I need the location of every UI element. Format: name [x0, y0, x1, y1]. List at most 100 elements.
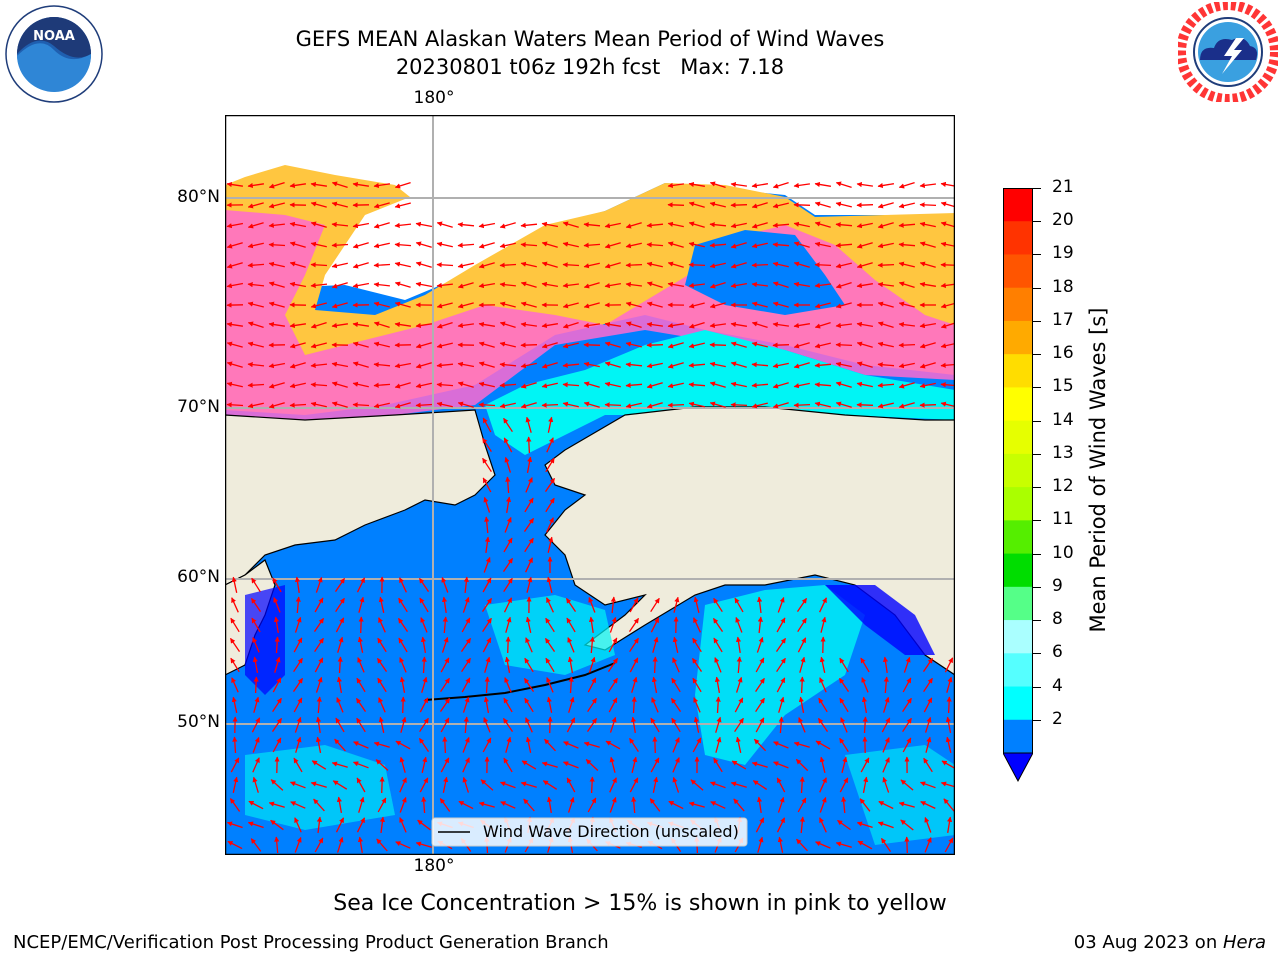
- wave-direction-arrow: [646, 222, 664, 228]
- wave-direction-arrow: [295, 596, 301, 614]
- wave-direction-arrow: [436, 221, 453, 228]
- wave-direction-arrow: [231, 696, 238, 713]
- wave-direction-arrow: [525, 477, 533, 493]
- wave-direction-arrow: [316, 816, 322, 833]
- wave-direction-arrow: [629, 737, 639, 752]
- wave-direction-arrow: [776, 677, 786, 693]
- wave-direction-arrow: [629, 637, 639, 653]
- wave-direction-arrow: [688, 181, 706, 188]
- wave-direction-arrow: [524, 537, 534, 553]
- wave-direction-arrow: [924, 716, 932, 733]
- wave-direction-arrow: [294, 576, 301, 593]
- wave-direction-arrow: [772, 402, 789, 409]
- wave-direction-arrow: [671, 717, 681, 733]
- wave-direction-arrow: [419, 697, 429, 713]
- wave-direction-arrow: [310, 781, 327, 788]
- wave-direction-arrow: [248, 800, 264, 810]
- wave-direction-arrow: [609, 716, 617, 733]
- wave-direction-arrow: [814, 181, 832, 188]
- wave-direction-arrow: [482, 417, 492, 433]
- wave-direction-arrow: [562, 321, 579, 329]
- wave-direction-arrow: [232, 776, 239, 793]
- wave-direction-arrow: [751, 202, 768, 209]
- wave-direction-arrow: [226, 381, 243, 388]
- wave-direction-arrow: [898, 281, 915, 289]
- wave-direction-arrow: [735, 676, 743, 693]
- wave-direction-arrow: [709, 201, 726, 208]
- colorbar-tick-label: 8: [1052, 609, 1063, 630]
- wave-direction-arrow: [394, 202, 411, 209]
- wave-direction-arrow: [395, 841, 411, 849]
- wave-direction-arrow: [482, 437, 492, 453]
- wave-direction-arrow: [436, 262, 454, 268]
- wave-direction-arrow: [814, 382, 832, 388]
- wave-direction-arrow: [819, 597, 827, 613]
- wave-direction-arrow: [793, 342, 810, 349]
- wave-direction-arrow: [839, 657, 849, 673]
- wave-direction-arrow: [793, 221, 810, 228]
- wave-direction-arrow: [709, 281, 726, 289]
- wave-direction-arrow: [882, 737, 890, 753]
- wave-direction-arrow: [310, 282, 328, 288]
- wave-direction-arrow: [331, 401, 348, 408]
- wave-direction-arrow: [751, 222, 768, 229]
- wave-direction-arrow: [398, 597, 408, 613]
- colorbar-tick-mark: [1033, 620, 1041, 622]
- wave-direction-arrow: [898, 181, 915, 189]
- wave-direction-arrow: [442, 776, 449, 793]
- wave-direction-arrow: [357, 636, 364, 653]
- wave-direction-arrow: [505, 496, 512, 514]
- colorbar-tick-label: 11: [1052, 509, 1074, 530]
- wave-direction-arrow: [352, 262, 369, 269]
- wave-direction-arrow: [819, 817, 827, 833]
- wave-direction-arrow: [625, 242, 642, 249]
- wave-direction-arrow: [646, 281, 663, 289]
- wave-direction-arrow: [856, 321, 874, 328]
- wave-direction-arrow: [274, 836, 280, 854]
- wave-direction-arrow: [583, 342, 601, 348]
- wave-direction-arrow: [373, 222, 390, 229]
- colorbar-tick-mark: [1033, 719, 1041, 721]
- wave-direction-arrow: [856, 282, 874, 289]
- wave-direction-arrow: [757, 836, 764, 853]
- wave-direction-arrow: [566, 777, 576, 793]
- wave-direction-arrow: [688, 342, 705, 349]
- wave-direction-arrow: [289, 382, 306, 389]
- wave-direction-arrow: [336, 836, 344, 853]
- wave-direction-arrow: [418, 737, 430, 752]
- wave-direction-arrow: [478, 282, 496, 289]
- wave-direction-arrow: [856, 202, 874, 208]
- wave-direction-arrow: [881, 717, 891, 733]
- wave-direction-arrow: [231, 677, 239, 693]
- wave-direction-arrow: [859, 798, 871, 812]
- wave-direction-arrow: [946, 816, 953, 834]
- wave-direction-arrow: [835, 361, 852, 368]
- wave-direction-arrow: [796, 838, 808, 852]
- wave-direction-arrow: [835, 201, 852, 208]
- colorbar-segment: [1003, 653, 1033, 688]
- wave-direction-arrow: [525, 637, 533, 653]
- wave-direction-arrow: [336, 697, 344, 713]
- wave-direction-arrow: [478, 801, 495, 808]
- wave-direction-arrow: [793, 202, 811, 208]
- wave-direction-arrow: [293, 657, 303, 673]
- wave-direction-arrow: [583, 361, 600, 368]
- wave-direction-arrow: [441, 596, 448, 613]
- wave-direction-arrow: [226, 262, 243, 269]
- wave-direction-arrow: [289, 281, 307, 288]
- wave-direction-arrow: [730, 321, 748, 328]
- bottom-lon-label: 180°: [413, 856, 455, 876]
- wave-direction-arrow: [394, 321, 411, 328]
- wave-direction-arrow: [502, 557, 514, 572]
- wave-direction-arrow: [730, 361, 747, 368]
- wave-direction-arrow: [331, 222, 349, 228]
- colorbar-tick-mark: [1033, 586, 1041, 588]
- wave-direction-arrow: [315, 716, 322, 733]
- wave-direction-arrow: [923, 697, 933, 713]
- wave-direction-arrow: [562, 382, 580, 388]
- wave-direction-arrow: [314, 657, 324, 673]
- colorbar-tick-label: 10: [1052, 542, 1074, 563]
- wave-direction-arrow: [649, 798, 661, 812]
- wave-direction-arrow: [605, 740, 621, 750]
- wave-direction-arrow: [712, 617, 724, 632]
